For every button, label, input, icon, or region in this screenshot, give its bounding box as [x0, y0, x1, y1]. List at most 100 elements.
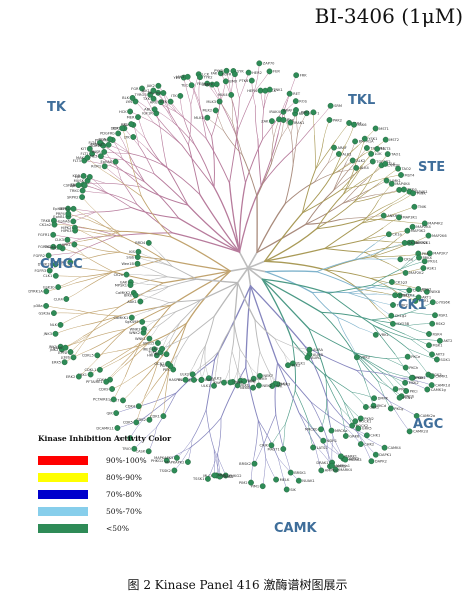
kinase-label: TNIK [417, 205, 427, 209]
kinase-dot [331, 144, 337, 151]
kinase-label: TTBK2 [396, 303, 408, 307]
kinase-label: HIPK1 [60, 243, 71, 247]
kinase-dot [413, 412, 420, 419]
kinase-label: MER [127, 115, 135, 119]
kinase-dot [75, 373, 82, 380]
kinase-label: PLK2 [292, 364, 301, 368]
ck1-branch [347, 292, 375, 301]
kinase-dot [280, 108, 287, 115]
other-branch [175, 299, 202, 313]
cmgc-branch [157, 322, 188, 362]
kinase-label: DAPK3 [347, 457, 359, 461]
kinase-dot [328, 427, 335, 434]
kinase-label: MSK2 [409, 381, 419, 385]
cmgc-branch [94, 237, 121, 253]
kinase-label: TSSK2 [158, 469, 170, 473]
kinase-label: JNK3 [43, 332, 52, 336]
kinase-label: ERK2 [66, 375, 75, 379]
kinase-dot [425, 232, 432, 239]
kinase-label: AAK1 [127, 300, 137, 304]
kinase-label: AMPKa2 [325, 469, 340, 473]
kinase-dot [62, 344, 69, 351]
kinase-dot [137, 298, 144, 305]
tkl-branch [313, 162, 329, 183]
kinase-label: ZAK [261, 119, 269, 123]
kinase-label: TIE2 [89, 155, 98, 159]
kinase-dot [429, 351, 435, 358]
other-branch [193, 345, 206, 366]
kinase-label: GRK2 [369, 405, 379, 409]
tk-branch [238, 185, 262, 253]
tk-branch [170, 113, 189, 146]
kinase-label: FLT1 [81, 152, 89, 156]
cmgc-branch [98, 328, 127, 358]
kinase-label: ROCK2 [356, 424, 368, 428]
kinase-label: Wee1B [121, 262, 134, 266]
cmgc-branch [119, 251, 164, 260]
kinase-label: FAK [211, 72, 218, 76]
kinase-label: PTK6 [239, 79, 249, 83]
kinase-label: TRKB [40, 219, 51, 223]
other-branch [152, 257, 173, 267]
tkl-branch [332, 162, 347, 191]
ste-branch [332, 153, 365, 175]
camk-branch [245, 366, 259, 421]
kinase-dot [79, 194, 86, 201]
agc-branch [407, 348, 429, 375]
kinase-dot [57, 321, 64, 328]
kinase-label: MAP2K7 [433, 252, 448, 256]
kinase-label: CAMK2a [420, 414, 435, 418]
kinase-dot [352, 138, 358, 145]
cmgc-branch [144, 360, 159, 397]
kinase-dot [372, 125, 379, 132]
other-branch [148, 286, 170, 292]
kinase-label: PKCd [377, 404, 386, 408]
ste-branch [264, 260, 326, 271]
legend-title: Kinase Inhibition Activity Color [38, 434, 172, 443]
kinase-dot [401, 239, 408, 246]
legend-swatch [38, 455, 88, 465]
kinase-label: CLK2 [50, 247, 59, 251]
kinase-label: PIM1 [251, 485, 260, 489]
kinase-label: BUB1 [205, 378, 215, 382]
kinase-dot [245, 69, 252, 76]
kinase-dot [43, 302, 49, 309]
kinase-label: ROCK1 [359, 420, 371, 424]
other-branch [168, 278, 198, 287]
other-branch [203, 350, 220, 366]
agc-branch [308, 328, 355, 353]
ck1-branch [316, 271, 355, 287]
tk-branch [130, 207, 180, 219]
kinase-dot [351, 121, 357, 128]
tk-branch [144, 181, 180, 219]
ste-branch [316, 218, 365, 230]
kinase-dot [374, 145, 381, 152]
other-branch [218, 322, 235, 352]
agc-branch [261, 278, 293, 341]
camk-stem [247, 267, 252, 287]
legend-swatch [38, 489, 88, 499]
kinase-label: EphA8 [101, 160, 113, 164]
kinase-dot [101, 163, 108, 170]
kinase-label: LIMK1 [390, 179, 401, 183]
kinase-label: SgK495 [125, 320, 139, 324]
cmgc-branch [109, 174, 142, 197]
kinase-label: TAO2 [401, 167, 411, 171]
camk-branch [274, 362, 278, 415]
cmgc-branch [88, 328, 127, 340]
ck1-branch [264, 270, 318, 273]
tkl-branch [256, 162, 272, 197]
kinase-dot [101, 148, 108, 155]
tk-branch [239, 72, 249, 99]
kinase-label: DLK [283, 118, 291, 122]
camk-branch [249, 285, 306, 348]
kinase-label: PLK4 [279, 382, 289, 386]
ste-branch [370, 272, 402, 279]
tk-branch [136, 204, 173, 234]
kinase-label: GSK3a [38, 311, 50, 315]
kinase-label: IGF1R [142, 112, 153, 116]
kinase-dot [213, 81, 220, 88]
other-branch [144, 276, 168, 283]
kinase-label: MAP4K2 [428, 222, 443, 226]
tk-branch [181, 144, 215, 188]
